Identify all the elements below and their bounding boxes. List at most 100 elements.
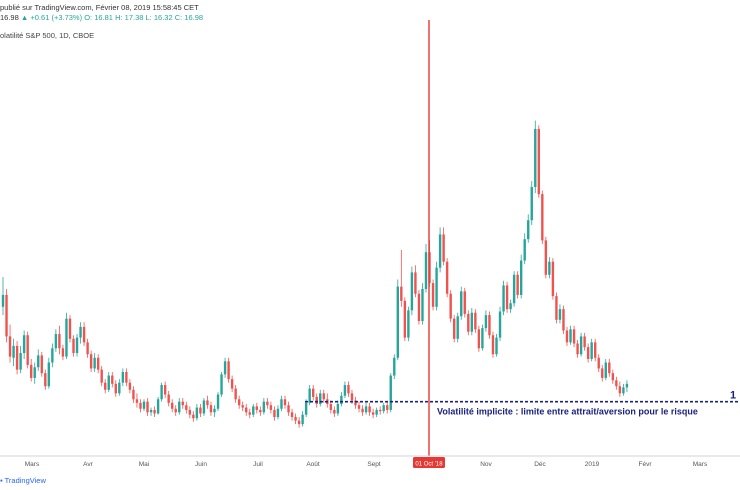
candle-body[interactable] [456,316,459,339]
candle-body[interactable] [72,338,75,354]
candle-body[interactable] [375,409,378,415]
candle-body[interactable] [594,342,597,358]
candle-body[interactable] [280,399,283,409]
candle-body[interactable] [586,347,590,359]
candle-body[interactable] [259,409,262,413]
candle-body[interactable] [463,291,466,314]
candle-body[interactable] [445,261,449,294]
candle-body[interactable] [548,261,551,275]
candle-body[interactable] [178,401,181,413]
candle-body[interactable] [312,388,315,397]
candle-body[interactable] [128,382,132,390]
candle-body[interactable] [407,310,410,338]
candle-body[interactable] [512,274,516,304]
candle-body[interactable] [262,401,266,413]
candle-body[interactable] [442,234,445,262]
candle-body[interactable] [551,261,555,297]
candle-body[interactable] [135,399,139,403]
candle-body[interactable] [40,355,43,374]
candle-body[interactable] [562,309,565,331]
candle-body[interactable] [382,405,385,412]
candle-body[interactable] [403,300,407,338]
candle-body[interactable] [269,405,273,410]
candle-body[interactable] [579,336,583,355]
candle-body[interactable] [125,372,128,383]
candle-body[interactable] [283,399,287,406]
candle-body[interactable] [558,309,562,320]
candle-body[interactable] [114,383,117,394]
candle-body[interactable] [396,286,399,358]
tradingview-brand[interactable]: ▪ TradingView [0,476,46,485]
candle-body[interactable] [491,335,495,355]
candle-body[interactable] [611,373,615,381]
candle-body[interactable] [597,357,600,369]
candle-body[interactable] [185,405,188,410]
candle-body[interactable] [343,385,347,396]
candle-body[interactable] [149,409,153,413]
candle-body[interactable] [378,409,382,412]
candle-body[interactable] [290,412,294,418]
candle-body[interactable] [209,405,213,413]
candle-body[interactable] [142,401,146,409]
candle-body[interactable] [234,388,237,400]
candle-body[interactable] [230,379,234,389]
candle-body[interactable] [156,399,160,414]
candle-body[interactable] [301,414,304,425]
candle-body[interactable] [276,408,280,418]
candle-body[interactable] [93,357,96,369]
candle-body[interactable] [329,404,333,410]
candle-body[interactable] [516,274,519,295]
candle-body[interactable] [206,400,209,406]
candle-body[interactable] [393,357,396,376]
candle-body[interactable] [19,353,22,370]
candle-body[interactable] [58,334,61,349]
candle-body[interactable] [146,401,149,413]
candle-body[interactable] [216,394,220,409]
candle-body[interactable] [44,373,47,387]
candle-body[interactable] [5,294,8,337]
candle-body[interactable] [484,315,488,329]
candle-body[interactable] [544,240,548,275]
candle-body[interactable] [8,336,12,357]
candle-body[interactable] [160,385,163,400]
candle-body[interactable] [294,417,297,421]
candle-body[interactable] [255,406,258,410]
candle-body[interactable] [252,406,255,415]
candle-body[interactable] [202,400,206,414]
candle-body[interactable] [572,329,576,344]
candle-body[interactable] [410,272,414,311]
candle-body[interactable] [96,357,100,370]
candle-body[interactable] [167,394,170,403]
candle-body[interactable] [615,380,618,387]
candle-body[interactable] [460,291,463,317]
candle-body[interactable] [604,362,607,378]
candle-body[interactable] [417,293,421,322]
candle-body[interactable] [51,348,54,363]
candle-body[interactable] [555,296,558,320]
candle-body[interactable] [118,382,121,394]
candle-body[interactable] [474,312,477,330]
candle-body[interactable] [12,345,15,358]
candle-body[interactable] [608,362,611,374]
candle-body[interactable] [488,315,491,336]
candle-body[interactable] [54,334,58,349]
candle-body[interactable] [195,407,199,419]
candle-body[interactable] [188,409,192,415]
candle-body[interactable] [319,393,322,405]
candle-body[interactable] [266,401,269,406]
candle-body[interactable] [336,404,340,414]
candle-body[interactable] [47,362,51,387]
candle-body[interactable] [245,407,248,413]
candle-body[interactable] [583,336,586,348]
candle-body[interactable] [248,412,251,415]
candle-body[interactable] [174,408,177,413]
candle-body[interactable] [65,318,68,357]
candle-body[interactable] [75,337,79,354]
candle-body[interactable] [304,402,308,415]
candle-body[interactable] [322,393,325,400]
candle-body[interactable] [424,252,428,289]
candle-body[interactable] [565,330,569,343]
candle-body[interactable] [287,405,290,413]
candle-body[interactable] [15,345,19,370]
candle-body[interactable] [132,389,135,400]
